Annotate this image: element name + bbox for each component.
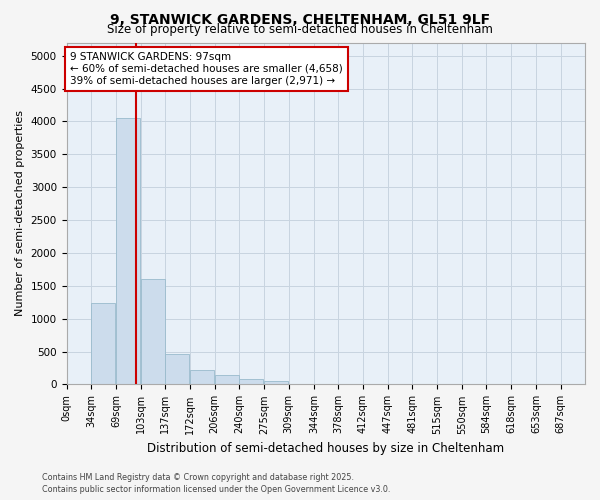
Bar <box>190 370 214 384</box>
Bar <box>264 381 289 384</box>
Text: Contains HM Land Registry data © Crown copyright and database right 2025.
Contai: Contains HM Land Registry data © Crown c… <box>42 472 391 494</box>
Text: Size of property relative to semi-detached houses in Cheltenham: Size of property relative to semi-detach… <box>107 22 493 36</box>
Bar <box>140 279 164 384</box>
Bar <box>239 378 263 384</box>
X-axis label: Distribution of semi-detached houses by size in Cheltenham: Distribution of semi-detached houses by … <box>147 442 505 455</box>
Text: 9, STANWICK GARDENS, CHELTENHAM, GL51 9LF: 9, STANWICK GARDENS, CHELTENHAM, GL51 9L… <box>110 12 490 26</box>
Y-axis label: Number of semi-detached properties: Number of semi-detached properties <box>15 110 25 316</box>
Bar <box>215 375 239 384</box>
Bar <box>165 354 189 384</box>
Bar <box>116 118 140 384</box>
Text: 9 STANWICK GARDENS: 97sqm
← 60% of semi-detached houses are smaller (4,658)
39% : 9 STANWICK GARDENS: 97sqm ← 60% of semi-… <box>70 52 343 86</box>
Bar <box>91 303 115 384</box>
